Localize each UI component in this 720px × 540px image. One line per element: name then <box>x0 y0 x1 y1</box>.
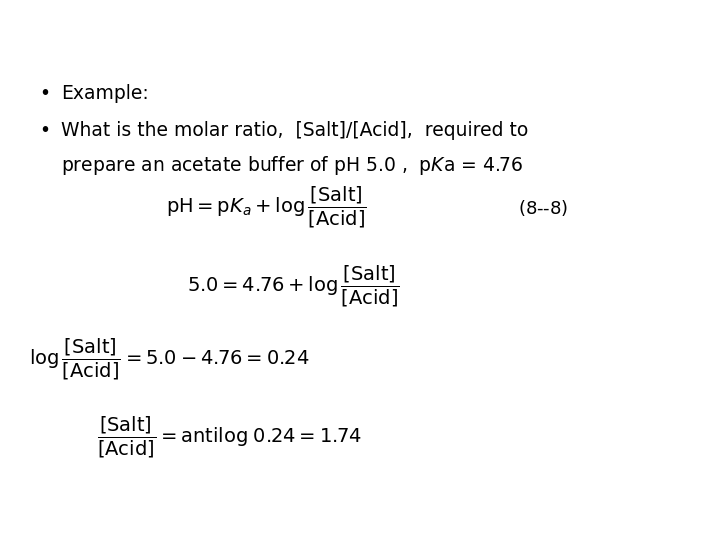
Text: $\mathrm{pH} = \mathrm{p}K_a + \log\dfrac{[\mathrm{Salt}]}{[\mathrm{Acid}]}$: $\mathrm{pH} = \mathrm{p}K_a + \log\dfra… <box>166 185 366 231</box>
Text: $\log\dfrac{[\mathrm{Salt}]}{[\mathrm{Acid}]} = 5.0 - 4.76 = 0.24$: $\log\dfrac{[\mathrm{Salt}]}{[\mathrm{Ac… <box>29 336 309 382</box>
Text: prepare an acetate buffer of pH 5.0 ,  p$\mathit{K}$a = 4.76: prepare an acetate buffer of pH 5.0 , p$… <box>61 154 523 177</box>
Text: What is the molar ratio,  [Salt]/[Acid],  required to: What is the molar ratio, [Salt]/[Acid], … <box>61 122 528 140</box>
Text: •: • <box>40 122 50 140</box>
Text: $\dfrac{[\mathrm{Salt}]}{[\mathrm{Acid}]} = \mathrm{antilog}\; 0.24 = 1.74$: $\dfrac{[\mathrm{Salt}]}{[\mathrm{Acid}]… <box>97 415 362 460</box>
Text: •: • <box>40 84 50 103</box>
Text: $5.0 = 4.76 + \log\dfrac{[\mathrm{Salt}]}{[\mathrm{Acid}]}$: $5.0 = 4.76 + \log\dfrac{[\mathrm{Salt}]… <box>187 264 400 309</box>
Text: $(8\text{--}8)$: $(8\text{--}8)$ <box>518 198 569 218</box>
Text: Example:: Example: <box>61 84 149 103</box>
